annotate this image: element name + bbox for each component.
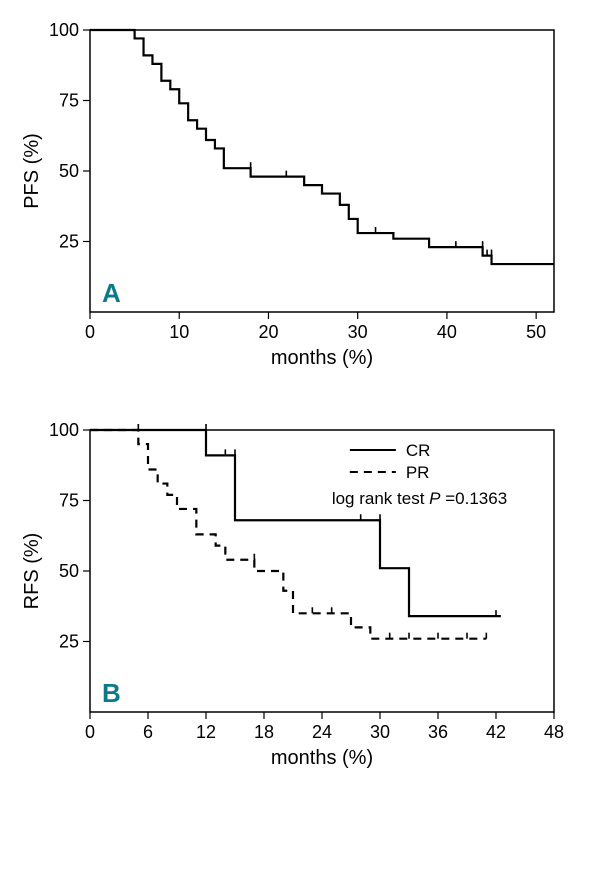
legend-label: CR: [406, 441, 431, 460]
x-tick-label: 36: [428, 722, 448, 742]
chart-a: 25 50 75 100 0 10 20 30 40 50 PFS (%) months (%) A: [12, 12, 583, 382]
panel-label: B: [102, 678, 121, 708]
x-axis-title: months (%): [271, 747, 373, 769]
x-tick-label: 24: [312, 722, 332, 742]
x-tick-label: 18: [254, 722, 274, 742]
y-tick-label: 75: [59, 491, 79, 511]
x-tick-label: 40: [437, 322, 457, 342]
y-tick-label: 25: [59, 232, 79, 252]
x-tick-label: 50: [526, 322, 546, 342]
x-tick-label: 30: [370, 722, 390, 742]
x-tick-label: 6: [143, 722, 153, 742]
x-tick-label: 12: [196, 722, 216, 742]
y-tick-label: 50: [59, 161, 79, 181]
y-axis-title: RFS (%): [21, 533, 43, 610]
x-tick-label: 30: [348, 322, 368, 342]
x-tick-label: 48: [544, 722, 564, 742]
y-axis-title: PFS (%): [21, 133, 43, 209]
x-tick-label: 0: [85, 322, 95, 342]
chart-b: 25 50 75 100 0 6 12 18 24 30 36 42 48 RFS (%) months (…: [12, 412, 583, 782]
plot-frame: [90, 30, 554, 312]
x-tick-label: 0: [85, 722, 95, 742]
x-axis-title: months (%): [271, 347, 373, 369]
legend-label: PR: [406, 463, 430, 482]
y-tick-label: 100: [49, 420, 79, 440]
y-tick-label: 50: [59, 561, 79, 581]
y-tick-label: 100: [49, 20, 79, 40]
panel-label: A: [102, 278, 121, 308]
legend-note: log rank test P =0.1363: [332, 489, 507, 508]
x-tick-label: 42: [486, 722, 506, 742]
x-tick-label: 20: [258, 322, 278, 342]
x-tick-label: 10: [169, 322, 189, 342]
y-tick-label: 25: [59, 632, 79, 652]
y-tick-label: 75: [59, 91, 79, 111]
plot-frame: [90, 430, 554, 712]
